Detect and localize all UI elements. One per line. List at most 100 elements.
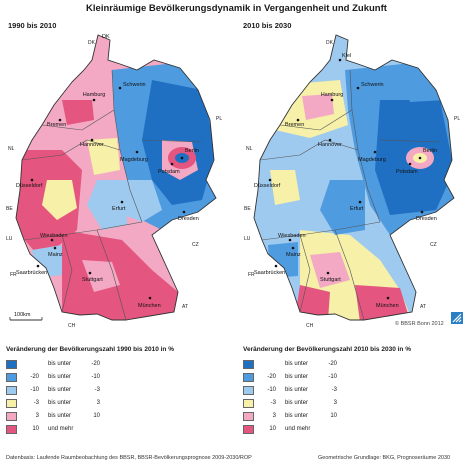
legend-lower: 10: [269, 426, 276, 432]
legend-2010-2030: Veränderung der Bevölkerungszahl 2010 bi…: [243, 346, 468, 437]
legend-connector: bis unter: [48, 361, 72, 367]
legend-swatch: [6, 386, 17, 395]
legend-swatch: [243, 399, 254, 408]
legend-row: -3 bis unter 3: [6, 398, 231, 411]
country-label: FR: [248, 272, 255, 278]
legend-connector: bis unter: [48, 387, 72, 393]
city-label: Mainz: [48, 252, 63, 258]
country-label: AT: [420, 304, 426, 310]
legend-swatch: [6, 399, 17, 408]
legend-lower: -20: [30, 374, 39, 380]
legend-connector: bis unter: [285, 400, 309, 406]
legend-swatch: [6, 412, 17, 421]
map-germany-2010-2030: Kiel Hamburg Schwerin Bremen Hannover Be…: [244, 34, 460, 329]
country-label: BE: [6, 206, 13, 212]
country-label: CH: [306, 323, 314, 329]
country-label: BE: [244, 206, 251, 212]
legend-swatch: [243, 360, 254, 369]
country-label: PL: [454, 116, 460, 122]
legend-upper: 10: [330, 413, 337, 419]
city-label: Wiesbaden: [40, 233, 68, 239]
country-label: LU: [244, 236, 251, 242]
country-label: CH: [68, 323, 76, 329]
panel-label-1990-2010: 1990 bis 2010: [8, 21, 57, 30]
legend-swatch: [6, 360, 17, 369]
legend-lower: -10: [267, 387, 276, 393]
city-label: München: [138, 303, 161, 309]
legend-connector: bis unter: [285, 361, 309, 367]
legend-swatch: [6, 373, 17, 382]
bbsr-logo-icon: [451, 312, 463, 324]
legend-swatch: [243, 386, 254, 395]
city-label: Hamburg: [321, 92, 344, 98]
legend-connector: bis unter: [48, 400, 72, 406]
legend-lower: 3: [272, 413, 276, 419]
copyright-note: © BBSR Bonn 2012: [395, 321, 444, 327]
country-label: AT: [182, 304, 188, 310]
map-title: Kleinräumige Bevölkerungsdynamik in Verg…: [86, 3, 387, 14]
legend-row: -3 bis unter 3: [243, 398, 468, 411]
country-label: CZ: [430, 242, 437, 248]
legend-connector: bis unter: [285, 413, 309, 419]
legend-swatch: [243, 425, 254, 434]
city-label: Schwerin: [123, 82, 146, 88]
country-label: NL: [246, 146, 253, 152]
legend-row: -20 bis unter -10: [6, 372, 231, 385]
legend-row: bis unter -20: [243, 359, 468, 372]
map-germany-1990-2010: DK Hamburg Schwerin Bremen Hannover Berl…: [6, 34, 222, 329]
country-label: CZ: [192, 242, 199, 248]
country-label: LU: [6, 236, 13, 242]
legend-row: -10 bis unter -3: [243, 385, 468, 398]
city-label: Dresden: [416, 216, 437, 222]
city-label: Berlin: [185, 148, 199, 154]
legend-connector: bis unter: [48, 374, 72, 380]
legend-row: 10 und mehr: [243, 424, 468, 437]
legend-upper: -3: [331, 387, 337, 393]
legend-upper: -10: [328, 374, 337, 380]
country-label: NL: [8, 146, 15, 152]
legend-row: 3 bis unter 10: [243, 411, 468, 424]
country-label: DK: [326, 40, 334, 46]
panel-label-2010-2030: 2010 bis 2030: [243, 21, 292, 30]
country-label: PL: [216, 116, 222, 122]
city-label: Potsdam: [396, 169, 418, 175]
legend-swatch: [243, 373, 254, 382]
legend-row: 3 bis unter 10: [6, 411, 231, 424]
legend-lower: -3: [33, 400, 39, 406]
city-label: Dresden: [178, 216, 199, 222]
geometry-source-note: Geometrische Grundlage: BKG, Prognoseräu…: [318, 455, 451, 461]
city-label: Hannover: [318, 142, 342, 148]
scale-bar: 100km: [9, 312, 43, 321]
city-label: Magdeburg: [358, 157, 386, 163]
city-label: Bremen: [47, 122, 66, 128]
legend-connector: und mehr: [48, 426, 74, 432]
legend-upper: -20: [328, 361, 337, 367]
legend-row: 10 und mehr: [6, 424, 231, 437]
legend-row: bis unter -20: [6, 359, 231, 372]
data-source-note: Datenbasis: Laufende Raumbeobachtung des…: [6, 455, 252, 461]
legend-connector: bis unter: [285, 387, 309, 393]
city-label: München: [376, 303, 399, 309]
legend-lower: -20: [267, 374, 276, 380]
city-label: Erfurt: [112, 206, 126, 212]
scale-bar-label: 100km: [14, 312, 31, 318]
legend-upper: -3: [94, 387, 100, 393]
city-label: Potsdam: [158, 169, 180, 175]
city-label: Mainz: [286, 252, 301, 258]
legend-connector: bis unter: [48, 413, 72, 419]
legend-lower: 10: [32, 426, 39, 432]
legend-connector: und mehr: [285, 426, 311, 432]
city-label: Düsseldorf: [16, 183, 43, 189]
legend-lower: -10: [30, 387, 39, 393]
city-label: Berlin: [423, 148, 437, 154]
legend-connector: bis unter: [285, 374, 309, 380]
city-label: Schwerin: [361, 82, 384, 88]
city-label: Magdeburg: [120, 157, 148, 163]
city-label: Saarbrücken: [16, 270, 47, 276]
city-label: Kiel: [342, 53, 351, 59]
legend-upper: 10: [93, 413, 100, 419]
legend-upper: 3: [96, 400, 100, 406]
legend-lower: -3: [270, 400, 276, 406]
legend-upper: 3: [333, 400, 337, 406]
legend-title: Veränderung der Bevölkerungszahl 2010 bi…: [243, 346, 411, 353]
